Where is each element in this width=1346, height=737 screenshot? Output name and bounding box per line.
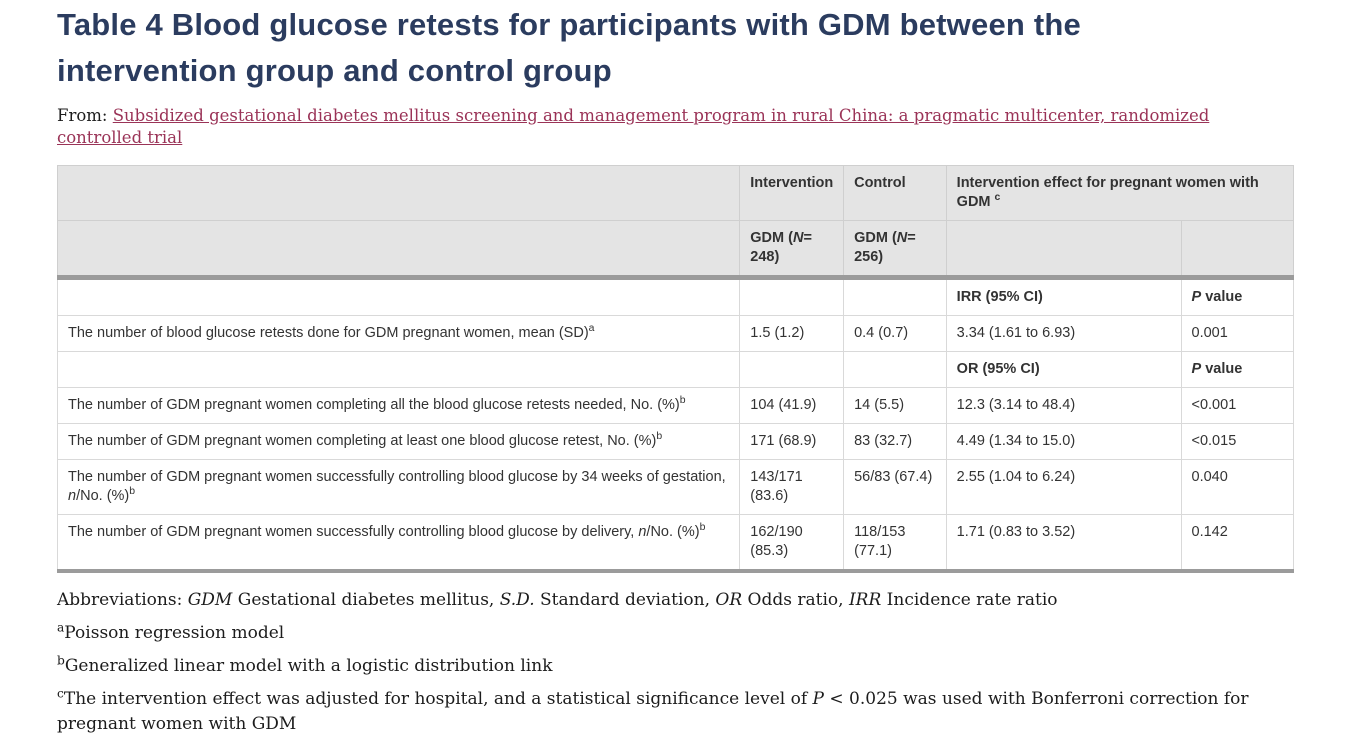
table-row: The number of GDM pregnant women success… <box>56 514 1294 572</box>
control-cell: 83 (32.7) <box>843 423 947 460</box>
p-value-cell: <0.015 <box>1180 423 1294 460</box>
control-cell: 56/83 (67.4) <box>843 459 947 515</box>
p-value-cell: 0.142 <box>1180 514 1294 572</box>
effect-cell: 1.71 (0.83 to 3.52) <box>945 514 1182 572</box>
from-line: From: Subsidized gestational diabetes me… <box>57 105 1294 149</box>
header-cell-control: Control <box>843 165 947 221</box>
results-table: Intervention Control Intervention effect… <box>56 165 1295 573</box>
table-row: The number of GDM pregnant women complet… <box>56 387 1294 424</box>
header-cell-empty <box>56 220 741 278</box>
control-cell: 118/153 (77.1) <box>843 514 947 572</box>
intervention-cell <box>739 351 845 388</box>
effect-cell: 2.55 (1.04 to 6.24) <box>945 459 1182 515</box>
p-value-cell: <0.001 <box>1180 387 1294 424</box>
header-cell-intervention-effect: Intervention effect for pregnant women w… <box>945 165 1295 221</box>
intervention-cell: 104 (41.9) <box>739 387 845 424</box>
intervention-cell: 162/190 (85.3) <box>739 514 845 572</box>
row-label-cell: The number of blood glucose retests done… <box>56 315 741 352</box>
footnote-b: bGeneralized linear model with a logisti… <box>57 653 553 676</box>
p-value-cell: P value <box>1180 275 1294 316</box>
table-row: The number of GDM pregnant women success… <box>56 459 1294 515</box>
effect-cell: 4.49 (1.34 to 15.0) <box>945 423 1182 460</box>
table-body: IRR (95% CI) P value The number of blood… <box>56 275 1294 572</box>
footnote-c: cThe intervention effect was adjusted fo… <box>57 686 1249 734</box>
control-cell: 14 (5.5) <box>843 387 947 424</box>
row-label-cell <box>56 351 741 388</box>
p-value-cell: P value <box>1180 351 1294 388</box>
intervention-cell: 143/171 (83.6) <box>739 459 845 515</box>
p-value-cell: 0.040 <box>1180 459 1294 515</box>
abbreviations-note: Abbreviations: GDM Gestational diabetes … <box>57 590 1058 610</box>
footnote-a: aPoisson regression model <box>57 620 285 643</box>
header-cell-empty <box>945 220 1182 278</box>
table-row-or-subheader: OR (95% CI) P value <box>56 351 1294 388</box>
effect-cell: 12.3 (3.14 to 48.4) <box>945 387 1182 424</box>
table-row-irr-subheader: IRR (95% CI) P value <box>56 275 1294 316</box>
header-row-groups: Intervention Control Intervention effect… <box>56 165 1295 221</box>
header-cell-empty <box>1180 220 1294 278</box>
table-row: The number of GDM pregnant women complet… <box>56 423 1294 460</box>
control-cell: 0.4 (0.7) <box>843 315 947 352</box>
row-label-cell: The number of GDM pregnant women success… <box>56 459 741 515</box>
intervention-cell: 1.5 (1.2) <box>739 315 845 352</box>
control-cell <box>843 351 947 388</box>
row-label-cell: The number of GDM pregnant women complet… <box>56 423 741 460</box>
header-row-subgroups: GDM (N= 248) GDM (N= 256) <box>56 220 1294 278</box>
table-footnotes: Abbreviations: GDM Gestational diabetes … <box>57 588 1294 737</box>
effect-cell: IRR (95% CI) <box>945 275 1182 316</box>
from-label: From: <box>57 106 108 125</box>
control-cell <box>843 275 947 316</box>
source-article-link[interactable]: Subsidized gestational diabetes mellitus… <box>57 106 1210 147</box>
row-label-cell: The number of GDM pregnant women complet… <box>56 387 741 424</box>
page-title: Table 4 Blood glucose retests for partic… <box>57 7 1081 88</box>
row-label-cell <box>56 275 741 316</box>
header-cell-empty <box>56 165 741 221</box>
table-row: The number of blood glucose retests done… <box>56 315 1294 352</box>
effect-cell: OR (95% CI) <box>945 351 1182 388</box>
row-label-cell: The number of GDM pregnant women success… <box>56 514 741 572</box>
intervention-cell <box>739 275 845 316</box>
header-cell-gdm-control-n: GDM (N= 256) <box>843 220 947 278</box>
effect-cell: 3.34 (1.61 to 6.93) <box>945 315 1182 352</box>
intervention-cell: 171 (68.9) <box>739 423 845 460</box>
p-value-cell: 0.001 <box>1180 315 1294 352</box>
header-cell-intervention: Intervention <box>739 165 845 221</box>
header-cell-gdm-intervention-n: GDM (N= 248) <box>739 220 845 278</box>
table-header: Intervention Control Intervention effect… <box>56 165 1295 278</box>
